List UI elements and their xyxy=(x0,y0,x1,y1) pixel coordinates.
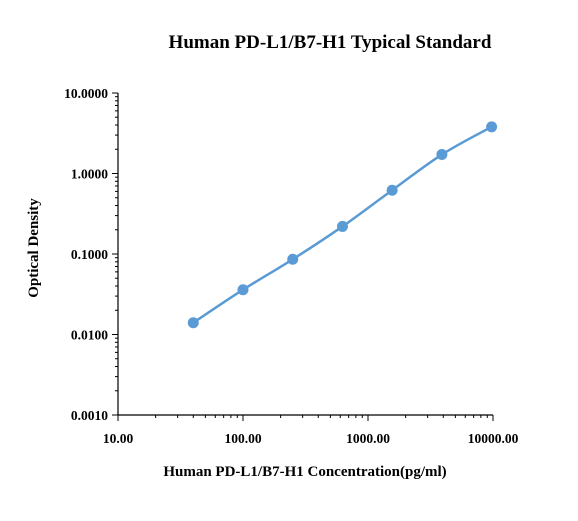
data-point xyxy=(187,317,199,329)
data-point xyxy=(386,184,398,196)
y-tick-group: 10.0000 1.0000 0.1000 0.0100 0.0010 xyxy=(64,86,118,423)
y-tick-label: 0.1000 xyxy=(71,247,108,262)
x-tick-label: 100.00 xyxy=(224,431,261,446)
data-point xyxy=(336,220,348,232)
chart-title: Human PD-L1/B7-H1 Typical Standard xyxy=(169,32,492,53)
x-tick-label: 10000.00 xyxy=(468,431,519,446)
y-tick-label: 0.0100 xyxy=(71,328,108,343)
x-tick-label: 10.00 xyxy=(103,431,134,446)
data-point xyxy=(486,121,498,133)
x-tick-group: 10.00 100.00 1000.00 10000.00 xyxy=(103,415,519,446)
y-axis-label: Optical Density xyxy=(26,198,42,298)
data-point xyxy=(287,253,299,265)
y-tick-label: 10.0000 xyxy=(64,86,108,101)
series-group xyxy=(187,121,498,329)
x-tick-label: 1000.00 xyxy=(346,431,390,446)
data-points xyxy=(187,121,498,329)
data-point xyxy=(237,284,249,296)
y-tick-label: 0.0010 xyxy=(71,408,108,423)
x-axis-label: Human PD-L1/B7-H1 Concentration(pg/ml) xyxy=(163,464,446,480)
data-point xyxy=(436,149,448,161)
y-tick-label: 1.0000 xyxy=(71,167,108,182)
